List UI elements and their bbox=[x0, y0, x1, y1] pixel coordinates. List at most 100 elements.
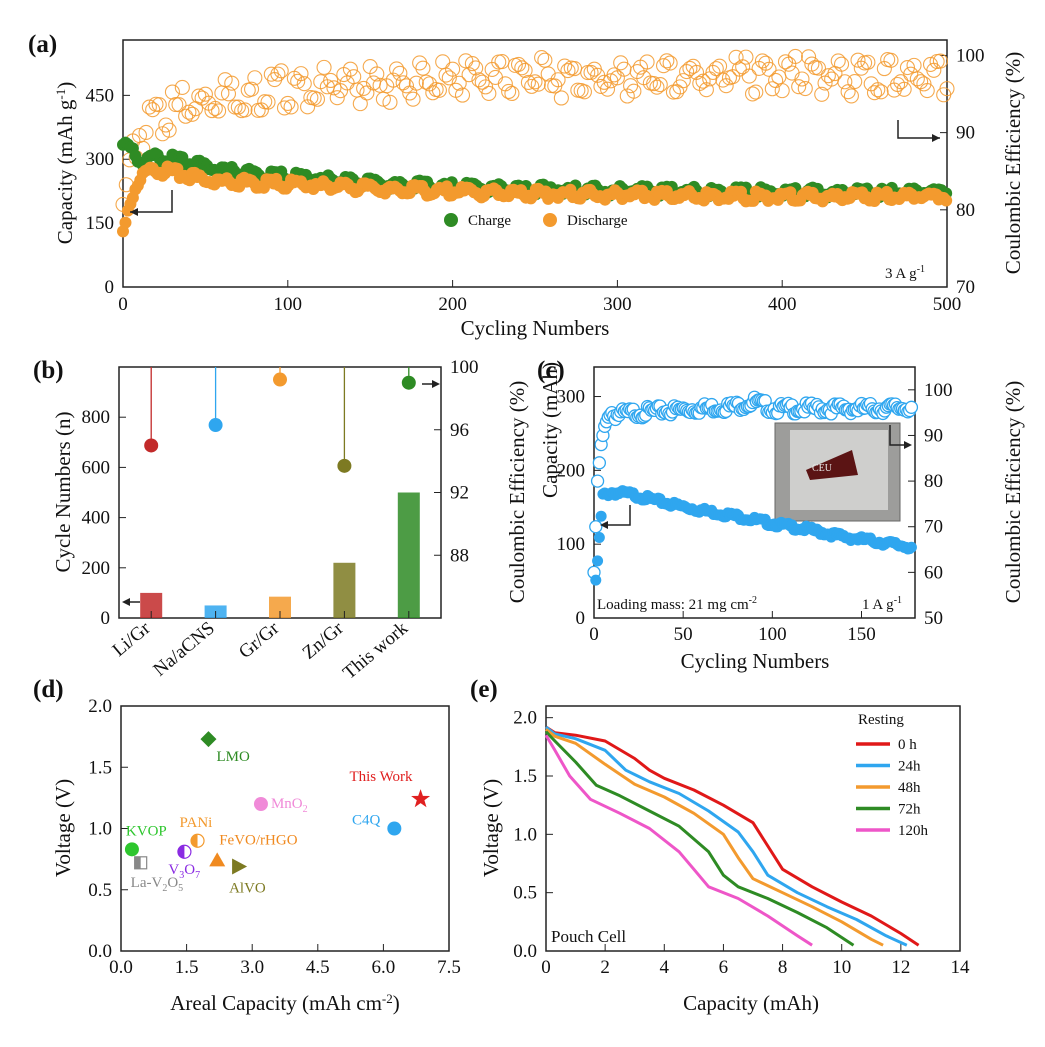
ce-marker bbox=[415, 60, 431, 76]
ce-marker bbox=[840, 84, 856, 100]
ce-marker bbox=[247, 70, 263, 86]
a-xtick-label: 300 bbox=[603, 294, 632, 315]
ce-marker bbox=[260, 94, 276, 110]
ce-marker bbox=[837, 74, 853, 90]
ce-marker bbox=[257, 94, 273, 110]
ce-marker bbox=[560, 62, 576, 79]
b-left-arrowhead bbox=[122, 598, 130, 606]
ce-marker bbox=[270, 66, 286, 82]
legend-charge-label: Charge bbox=[468, 213, 511, 229]
ce-marker bbox=[593, 78, 609, 94]
b-y2tick-label: 92 bbox=[450, 483, 469, 504]
b-ytick-label: 0 bbox=[101, 608, 111, 629]
ce-marker bbox=[276, 100, 293, 116]
c-y2tick-label: 100 bbox=[924, 380, 953, 401]
legend-discharge-marker bbox=[543, 213, 557, 227]
ce-marker bbox=[501, 83, 517, 100]
c-xtick-label: 100 bbox=[758, 624, 787, 645]
d-point-label: FeVO/rHGO bbox=[219, 832, 297, 848]
ce-marker bbox=[873, 84, 889, 100]
d-point-label: LMO bbox=[216, 749, 250, 765]
c-y2tick-label: 80 bbox=[924, 471, 943, 492]
ce-marker bbox=[655, 58, 672, 74]
panel-c: (c) 0 50 100 150 0 100 200 300 50 60 70 80 90 100 CEU… bbox=[537, 357, 1025, 673]
b-xtick-label: Zn/Gr bbox=[299, 617, 349, 663]
pouch-cell-photo-logo bbox=[806, 450, 858, 480]
ce-marker bbox=[801, 49, 817, 65]
c-capacity-marker bbox=[593, 532, 605, 544]
b-xtick-label: Gr/Gr bbox=[235, 617, 284, 663]
ce-marker bbox=[794, 71, 810, 87]
ce-marker bbox=[389, 61, 405, 77]
ce-marker bbox=[408, 75, 424, 91]
panel-a-label: (a) bbox=[28, 31, 57, 58]
ce-marker bbox=[224, 75, 240, 91]
d-xtick-label: 3.0 bbox=[240, 957, 264, 978]
b-ytick-label: 600 bbox=[82, 457, 111, 478]
bar bbox=[140, 592, 163, 618]
d-point-label: AlVO bbox=[229, 880, 266, 896]
ce-marker bbox=[141, 99, 157, 115]
a-ytick-label: 450 bbox=[86, 85, 115, 106]
ce-marker bbox=[784, 65, 800, 81]
ce-marker bbox=[290, 73, 306, 89]
e-xtick-label: 0 bbox=[541, 957, 551, 978]
c-xtick-label: 50 bbox=[674, 624, 693, 645]
ce-marker bbox=[497, 76, 513, 92]
ce-marker bbox=[359, 85, 375, 101]
c-ce-marker bbox=[592, 456, 606, 470]
panel-c-loading: Loading mass: 21 mg cm-2 bbox=[597, 595, 757, 613]
panel-e-pouch-label: Pouch Cell bbox=[551, 927, 626, 946]
d-point-label: V3O7 bbox=[168, 862, 200, 881]
ce-marker bbox=[712, 58, 728, 74]
a-xtick-label: 200 bbox=[438, 294, 467, 315]
d-point-label: La-V2O5 bbox=[131, 875, 184, 894]
ce-marker bbox=[639, 54, 655, 70]
ce-marker bbox=[893, 74, 909, 90]
ce-marker bbox=[174, 79, 190, 96]
ce-marker bbox=[273, 63, 289, 79]
ce-marker bbox=[454, 87, 471, 103]
a-y2tick-label: 80 bbox=[956, 200, 975, 221]
panel-c-rate: 1 A g-1 bbox=[862, 595, 902, 613]
ce-marker bbox=[369, 66, 385, 82]
a-ytick-label: 0 bbox=[105, 277, 115, 298]
c-y2tick-label: 60 bbox=[924, 562, 943, 583]
e-ytick-label: 2.0 bbox=[513, 708, 537, 729]
panel-b-frame bbox=[118, 366, 442, 619]
b-xtick-label: This work bbox=[339, 617, 412, 683]
e-legend-label: 24h bbox=[898, 759, 921, 775]
panel-e-label: (e) bbox=[470, 676, 498, 703]
d-marker-triangle bbox=[209, 852, 226, 867]
ce-marker bbox=[441, 70, 457, 86]
bar bbox=[397, 492, 420, 618]
ce-marker bbox=[356, 80, 372, 96]
panel-c-frame bbox=[593, 366, 916, 619]
b-ytick-label: 800 bbox=[82, 407, 111, 428]
ce-marker bbox=[807, 59, 823, 76]
ce-marker bbox=[866, 85, 883, 101]
ce-marker bbox=[458, 53, 474, 69]
panel-a-y2label: Coulombic Efficiency (%) bbox=[1001, 52, 1025, 274]
a-xtick-label: 0 bbox=[118, 294, 128, 315]
ce-marker bbox=[652, 77, 668, 93]
panel-a: (a) 0 100 200 300 400 5000150300450708090100 … bbox=[28, 31, 1025, 340]
d-point-label: PANi bbox=[180, 815, 213, 831]
ce-marker bbox=[487, 69, 503, 85]
b-y2tick-label: 88 bbox=[450, 545, 469, 566]
e-legend-label: 72h bbox=[898, 802, 921, 818]
a-ytick-label: 300 bbox=[86, 149, 115, 170]
a-ytick-label: 150 bbox=[86, 213, 115, 234]
discharge-marker bbox=[940, 194, 953, 207]
ce-marker bbox=[151, 97, 167, 113]
ce-marker bbox=[870, 82, 886, 98]
ce-marker bbox=[138, 124, 154, 141]
e-xtick-label: 8 bbox=[778, 957, 788, 978]
ce-marker bbox=[916, 76, 932, 92]
ce-marker bbox=[323, 72, 339, 89]
ce-marker bbox=[178, 108, 194, 124]
ce-marker bbox=[504, 85, 520, 102]
panel-d: (d) 0.0 1.5 3.0 4.5 6.0 7.5 0.0 0.5 1.0 1.5 2.0 LM… bbox=[33, 676, 461, 1015]
ce-marker bbox=[708, 61, 724, 77]
ce-marker bbox=[675, 73, 691, 89]
